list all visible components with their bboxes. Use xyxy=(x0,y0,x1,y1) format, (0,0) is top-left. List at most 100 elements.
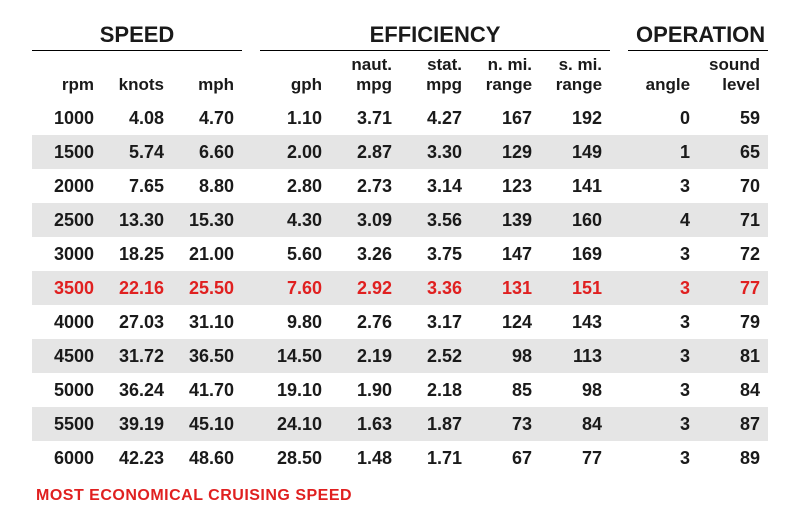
table-cell: 8.80 xyxy=(172,169,242,203)
table-cell: 3.36 xyxy=(400,271,470,305)
cell-spacer xyxy=(242,339,260,373)
cell-spacer xyxy=(610,305,628,339)
table-body: 10004.084.701.103.714.2716719205915005.7… xyxy=(32,101,768,475)
table-cell: 160 xyxy=(540,203,610,237)
table-cell: 5.74 xyxy=(102,135,172,169)
cell-spacer xyxy=(242,169,260,203)
table-cell: 22.16 xyxy=(102,271,172,305)
header-spacer xyxy=(242,51,260,76)
table-cell: 48.60 xyxy=(172,441,242,475)
table-row: 10004.084.701.103.714.27167192059 xyxy=(32,101,768,135)
table-cell: 9.80 xyxy=(260,305,330,339)
table-cell: 98 xyxy=(470,339,540,373)
column-header xyxy=(628,51,698,76)
table-cell: 73 xyxy=(470,407,540,441)
table-cell: 4.27 xyxy=(400,101,470,135)
table-cell: 84 xyxy=(698,373,768,407)
table-cell: 3 xyxy=(628,373,698,407)
table-cell: 1.90 xyxy=(330,373,400,407)
column-header: gph xyxy=(260,75,330,101)
table-cell: 123 xyxy=(470,169,540,203)
cell-spacer xyxy=(610,339,628,373)
column-header xyxy=(102,51,172,76)
column-header xyxy=(32,51,102,76)
table-cell: 4.70 xyxy=(172,101,242,135)
table-cell: 2.18 xyxy=(400,373,470,407)
cell-spacer xyxy=(242,271,260,305)
table-cell: 169 xyxy=(540,237,610,271)
table-cell: 28.50 xyxy=(260,441,330,475)
table-cell: 4 xyxy=(628,203,698,237)
table-row: 450031.7236.5014.502.192.5298113381 xyxy=(32,339,768,373)
performance-table: SPEEDEFFICIENCYOPERATION naut.stat.n. mi… xyxy=(32,18,768,475)
table-cell: 147 xyxy=(470,237,540,271)
table-row: 400027.0331.109.802.763.17124143379 xyxy=(32,305,768,339)
table-cell: 4000 xyxy=(32,305,102,339)
table-cell: 139 xyxy=(470,203,540,237)
group-header-operation: OPERATION xyxy=(628,18,768,51)
performance-table-container: SPEEDEFFICIENCYOPERATION naut.stat.n. mi… xyxy=(0,0,792,505)
column-header: range xyxy=(470,75,540,101)
table-cell: 7.65 xyxy=(102,169,172,203)
table-cell: 45.10 xyxy=(172,407,242,441)
table-cell: 4500 xyxy=(32,339,102,373)
table-cell: 124 xyxy=(470,305,540,339)
cell-spacer xyxy=(242,237,260,271)
cell-spacer xyxy=(242,101,260,135)
table-cell: 3.09 xyxy=(330,203,400,237)
group-header-row: SPEEDEFFICIENCYOPERATION xyxy=(32,18,768,51)
table-cell: 2.19 xyxy=(330,339,400,373)
table-row: 350022.1625.507.602.923.36131151377 xyxy=(32,271,768,305)
cell-spacer xyxy=(242,441,260,475)
column-header: rpm xyxy=(32,75,102,101)
column-header: stat. xyxy=(400,51,470,76)
table-cell: 3.56 xyxy=(400,203,470,237)
table-cell: 6000 xyxy=(32,441,102,475)
cell-spacer xyxy=(242,305,260,339)
table-cell: 21.00 xyxy=(172,237,242,271)
group-header-efficiency: EFFICIENCY xyxy=(260,18,610,51)
cell-spacer xyxy=(242,407,260,441)
table-cell: 31.72 xyxy=(102,339,172,373)
table-cell: 31.10 xyxy=(172,305,242,339)
table-row: 550039.1945.1024.101.631.877384387 xyxy=(32,407,768,441)
table-cell: 98 xyxy=(540,373,610,407)
column-header: mph xyxy=(172,75,242,101)
table-cell: 1.48 xyxy=(330,441,400,475)
group-spacer xyxy=(610,18,628,51)
table-cell: 3 xyxy=(628,339,698,373)
table-cell: 7.60 xyxy=(260,271,330,305)
table-cell: 81 xyxy=(698,339,768,373)
table-cell: 1.10 xyxy=(260,101,330,135)
table-row: 500036.2441.7019.101.902.188598384 xyxy=(32,373,768,407)
table-cell: 3.14 xyxy=(400,169,470,203)
table-cell: 167 xyxy=(470,101,540,135)
cell-spacer xyxy=(610,101,628,135)
table-cell: 70 xyxy=(698,169,768,203)
table-row: 15005.746.602.002.873.30129149165 xyxy=(32,135,768,169)
sub-header-row-1: naut.stat.n. mi.s. mi.sound xyxy=(32,51,768,76)
column-header: sound xyxy=(698,51,768,76)
cell-spacer xyxy=(610,407,628,441)
table-cell: 65 xyxy=(698,135,768,169)
column-header: range xyxy=(540,75,610,101)
table-cell: 39.19 xyxy=(102,407,172,441)
table-cell: 1.71 xyxy=(400,441,470,475)
cell-spacer xyxy=(610,135,628,169)
table-cell: 0 xyxy=(628,101,698,135)
table-cell: 3 xyxy=(628,237,698,271)
cell-spacer xyxy=(610,441,628,475)
table-cell: 6.60 xyxy=(172,135,242,169)
table-row: 20007.658.802.802.733.14123141370 xyxy=(32,169,768,203)
table-cell: 42.23 xyxy=(102,441,172,475)
table-cell: 18.25 xyxy=(102,237,172,271)
table-cell: 5000 xyxy=(32,373,102,407)
table-cell: 1 xyxy=(628,135,698,169)
table-cell: 5500 xyxy=(32,407,102,441)
table-cell: 1.87 xyxy=(400,407,470,441)
cell-spacer xyxy=(242,135,260,169)
column-header xyxy=(260,51,330,76)
table-cell: 41.70 xyxy=(172,373,242,407)
table-cell: 72 xyxy=(698,237,768,271)
table-cell: 4.08 xyxy=(102,101,172,135)
